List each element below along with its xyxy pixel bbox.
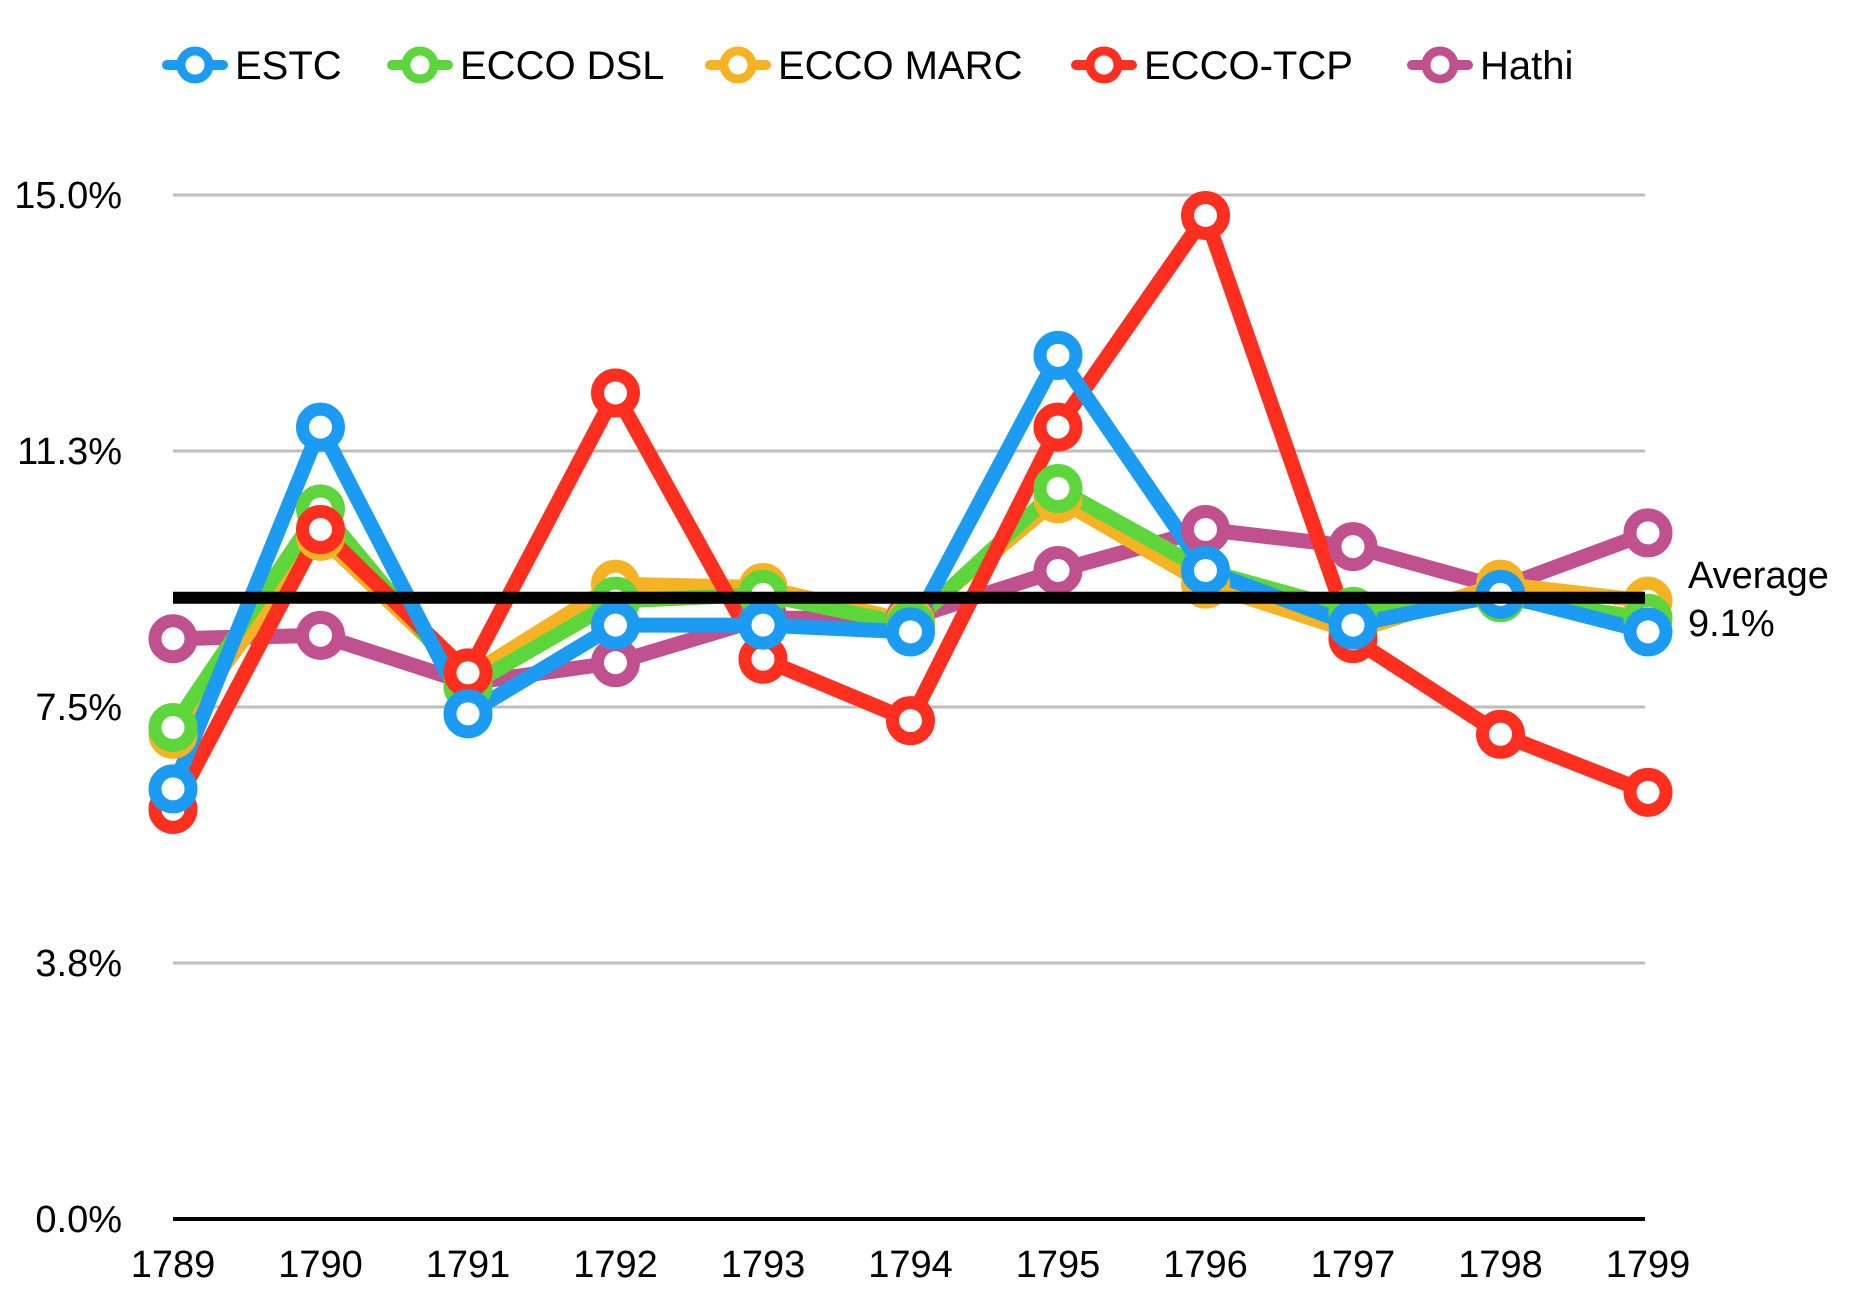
average-value-label: 9.1%	[1688, 603, 1775, 645]
y-axis-ticks: 0.0% 3.8% 7.5% 11.3% 15.0%	[14, 175, 122, 1241]
data-point-hathi	[1328, 522, 1378, 572]
x-tick-label: 1798	[1458, 1244, 1543, 1286]
legend-marker-ecco-tcp	[1085, 46, 1123, 84]
data-point-ecco-dsl	[148, 702, 198, 752]
data-point-hathi	[296, 610, 345, 660]
y-tick-label: 7.5%	[35, 687, 122, 729]
data-point-ecco-tcp	[886, 696, 935, 746]
data-point-ecco-tcp	[1033, 402, 1083, 452]
data-point-estc	[1181, 545, 1230, 595]
legend-marker-estc	[176, 46, 214, 84]
data-point-hathi	[1623, 508, 1673, 558]
legend-marker-ecco-dsl	[401, 46, 439, 84]
data-point-hathi	[1181, 505, 1230, 555]
x-tick-label: 1796	[1163, 1244, 1248, 1286]
data-point-estc	[296, 402, 345, 452]
legend-label-ecco-tcp: ECCO-TCP	[1144, 44, 1353, 88]
average-line-group: Average 9.1%	[173, 555, 1829, 645]
x-tick-label: 1792	[573, 1244, 658, 1286]
data-point-ecco-tcp	[1181, 190, 1230, 240]
data-point-estc	[1328, 600, 1378, 650]
y-tick-label: 0.0%	[35, 1199, 122, 1241]
data-point-estc	[1623, 607, 1673, 657]
x-tick-label: 1794	[868, 1244, 953, 1286]
data-point-ecco-tcp	[1623, 767, 1673, 817]
y-tick-label: 15.0%	[14, 175, 122, 217]
grid-lines	[173, 193, 1645, 1221]
x-tick-label: 1795	[1016, 1244, 1101, 1286]
x-tick-label: 1789	[131, 1244, 216, 1286]
legend-label-estc: ESTC	[235, 44, 342, 88]
legend-label-hathi: Hathi	[1480, 44, 1573, 88]
legend-label-ecco-dsl: ECCO DSL	[460, 44, 665, 88]
x-tick-label: 1791	[426, 1244, 511, 1286]
data-point-estc	[1033, 330, 1083, 380]
data-point-estc	[591, 600, 640, 650]
x-axis-ticks: 1789 1790 1791 1792 1793 1794 1795 1796 1797 1798…	[131, 1244, 1691, 1286]
average-label: Average	[1688, 555, 1829, 597]
series-lines	[148, 190, 1673, 834]
data-point-hathi	[148, 614, 198, 664]
data-point-ecco-tcp	[591, 368, 640, 418]
y-tick-label: 3.8%	[35, 943, 122, 985]
x-tick-label: 1799	[1606, 1244, 1691, 1286]
data-point-ecco-tcp	[443, 648, 493, 698]
data-point-estc	[443, 689, 493, 739]
x-tick-label: 1793	[721, 1244, 806, 1286]
data-point-hathi	[1033, 545, 1083, 595]
legend-marker-hathi	[1421, 46, 1459, 84]
data-point-estc	[148, 764, 198, 814]
data-point-ecco-tcp	[296, 505, 345, 555]
data-point-ecco-tcp	[1476, 709, 1525, 759]
data-point-hathi	[591, 638, 640, 688]
data-point-ecco-dsl	[1033, 464, 1083, 514]
data-point-estc	[886, 607, 935, 657]
x-tick-label: 1790	[278, 1244, 363, 1286]
legend-label-ecco-marc: ECCO MARC	[778, 44, 1022, 88]
x-tick-label: 1797	[1311, 1244, 1396, 1286]
chart-legend: ESTC ECCO DSL ECCO MARC ECCO-TCP Hathi	[162, 44, 1573, 88]
legend-marker-ecco-marc	[719, 46, 757, 84]
y-tick-label: 11.3%	[17, 431, 122, 473]
data-point-estc	[738, 600, 788, 650]
